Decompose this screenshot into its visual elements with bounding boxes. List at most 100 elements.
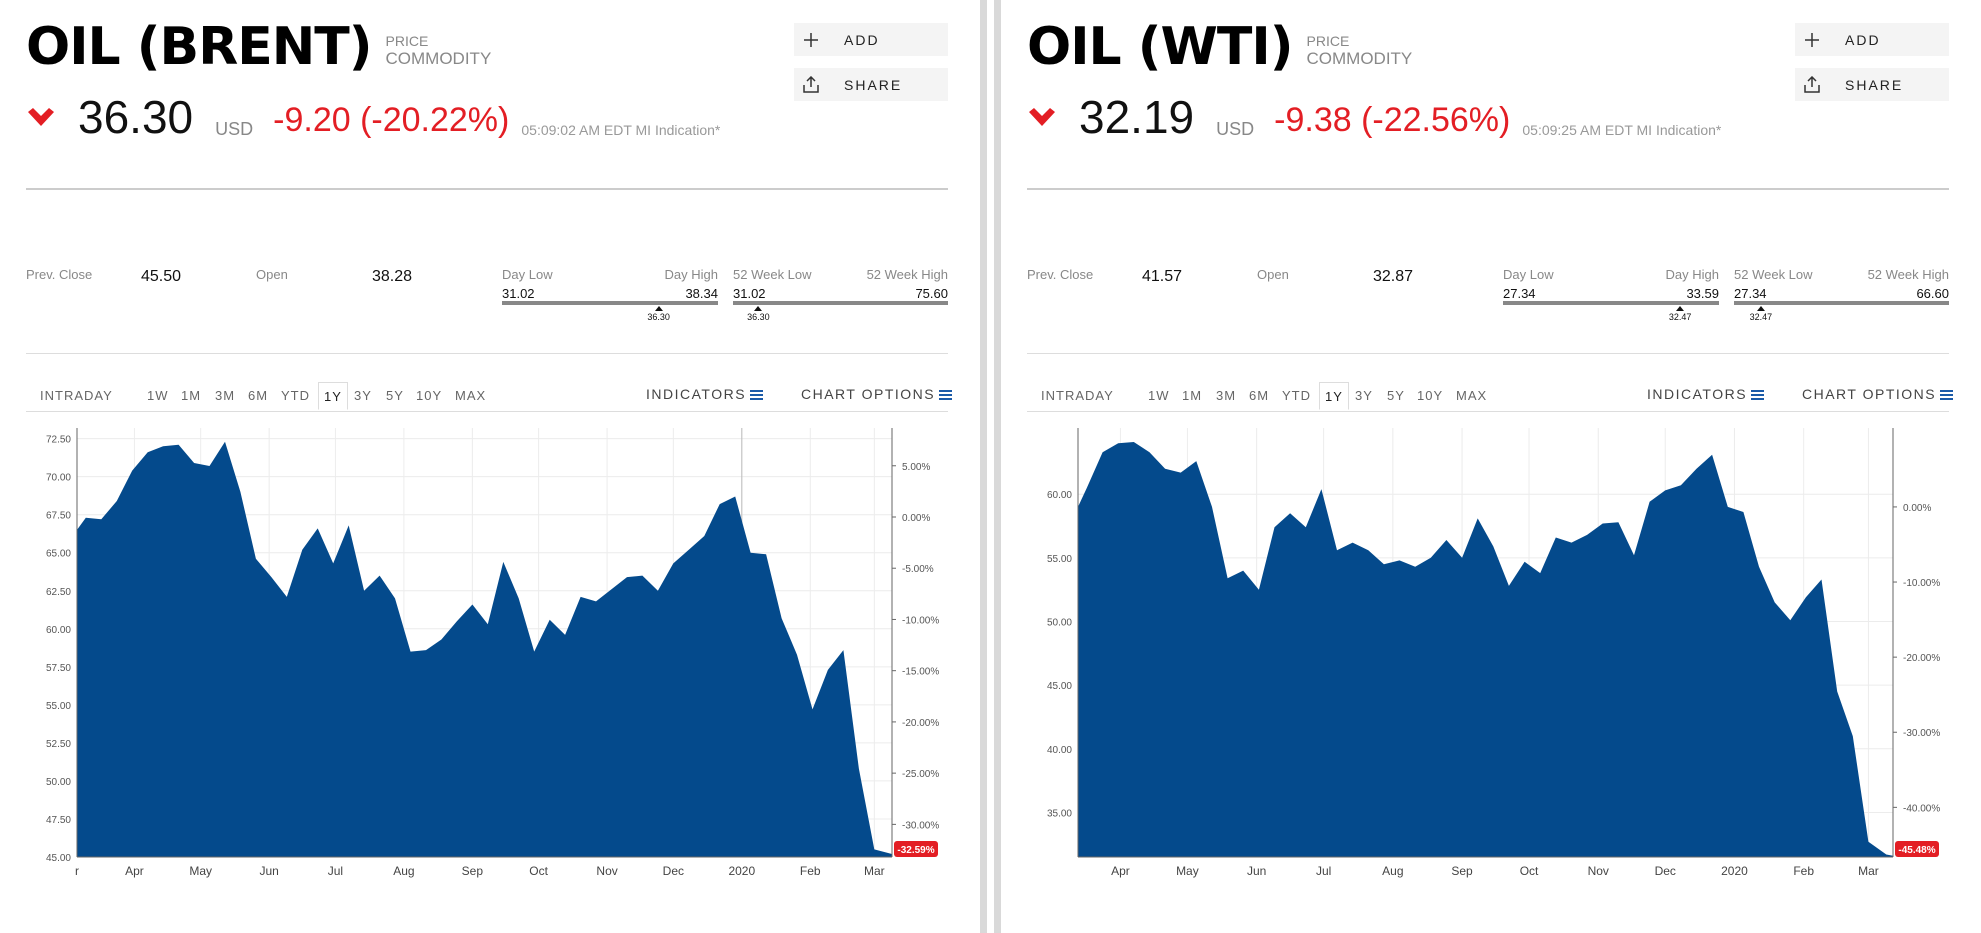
tab-intraday[interactable]: INTRADAY — [40, 388, 113, 403]
day-range-marker: 36.30 — [639, 306, 679, 322]
instrument-title: OIL (BRENT) — [26, 17, 373, 77]
chevron-down-icon — [28, 108, 54, 126]
tab-1w[interactable]: 1W — [1148, 388, 1170, 403]
share-button[interactable]: SHARE — [1795, 68, 1949, 101]
52wk-range-bar — [733, 301, 948, 305]
tab-1y[interactable]: 1Y — [1319, 382, 1349, 410]
indicators-button[interactable]: INDICATORS — [646, 386, 764, 402]
last-price: 32.19 — [1079, 91, 1195, 143]
x-tick-label: Sep — [1451, 864, 1473, 878]
y-tick-label: 65.00 — [46, 549, 71, 560]
x-tick-label: Apr — [1111, 864, 1130, 878]
52wk-low-value: 27.34 — [1734, 286, 1767, 301]
y-tick-label: 57.50 — [46, 663, 71, 674]
day-high-label: Day High — [664, 267, 718, 282]
menu-icon — [1940, 390, 1954, 401]
chevron-down-icon — [1029, 108, 1055, 126]
currency-label: USD — [1216, 119, 1255, 139]
tab-3y[interactable]: 3Y — [1355, 388, 1373, 403]
52wk-high-value: 75.60 — [915, 286, 948, 301]
52wk-range-marker: 32.47 — [1741, 306, 1781, 322]
tab-1m[interactable]: 1M — [181, 388, 202, 403]
title-category-label: COMMODITY — [385, 49, 492, 68]
y-tick-label: 62.50 — [46, 587, 71, 598]
tab-6m[interactable]: 6M — [248, 388, 269, 403]
share-icon — [1795, 76, 1829, 93]
pct-tick-label: -10.00% — [902, 615, 939, 626]
change-badge — [1895, 841, 1939, 857]
x-tick-label: Sep — [462, 864, 484, 878]
indicators-button[interactable]: INDICATORS — [1647, 386, 1765, 402]
last-price: 36.30 — [78, 91, 194, 143]
tab-1w[interactable]: 1W — [147, 388, 169, 403]
x-tick-label: Jul — [328, 864, 343, 878]
pct-tick-label: -25.00% — [902, 769, 939, 780]
y-tick-label: 72.50 — [46, 435, 71, 446]
pct-tick-label: -30.00% — [1903, 728, 1940, 739]
x-tick-label: r — [75, 864, 79, 878]
x-tick-label: Dec — [663, 864, 684, 878]
tab-10y[interactable]: 10Y — [1417, 388, 1444, 403]
price-change: -9.20 (-20.22%) — [273, 101, 510, 139]
tab-1m[interactable]: 1M — [1182, 388, 1203, 403]
stats-divider — [26, 353, 948, 354]
x-tick-label: Mar — [1858, 864, 1879, 878]
chart-options-button[interactable]: CHART OPTIONS — [1802, 386, 1954, 402]
52wk-low-label: 52 Week Low — [733, 267, 812, 282]
x-tick-label: Feb — [800, 864, 821, 878]
tab-max[interactable]: MAX — [1456, 388, 1488, 403]
tab-1y[interactable]: 1Y — [318, 382, 348, 410]
y-tick-label: 40.00 — [1047, 745, 1072, 756]
tab-3m[interactable]: 3M — [1216, 388, 1237, 403]
tab-6m[interactable]: 6M — [1249, 388, 1270, 403]
price-change: -9.38 (-22.56%) — [1274, 101, 1511, 139]
add-button-label: ADD — [1845, 31, 1881, 48]
share-button[interactable]: SHARE — [794, 68, 948, 101]
pct-tick-label: -5.00% — [902, 564, 934, 575]
x-tick-label: Oct — [1520, 864, 1539, 878]
tab-3m[interactable]: 3M — [215, 388, 236, 403]
quote-timestamp: 05:09:02 AM EDT MI Indication* — [521, 122, 721, 138]
quote-timestamp: 05:09:25 AM EDT MI Indication* — [1522, 122, 1722, 138]
pct-tick-label: -20.00% — [1903, 653, 1940, 664]
tab-3y[interactable]: 3Y — [354, 388, 372, 403]
share-button-label: SHARE — [1845, 76, 1904, 93]
tab-10y[interactable]: 10Y — [416, 388, 443, 403]
plus-icon — [1795, 32, 1829, 47]
y-tick-label: 60.00 — [46, 625, 71, 636]
tab-ytd[interactable]: YTD — [281, 388, 310, 403]
timeframe-tabs: INTRADAY 1W 1M 3M 6M YTD 1Y 3Y 5Y 10Y MA… — [1027, 382, 1954, 412]
y-tick-label: 45.00 — [46, 853, 71, 864]
day-range-bar — [502, 301, 718, 305]
share-icon — [794, 76, 828, 93]
x-tick-label: Jul — [1316, 864, 1331, 878]
x-tick-label: 2020 — [728, 864, 755, 878]
day-low-label: Day Low — [1503, 267, 1554, 282]
day-high-label: Day High — [1665, 267, 1719, 282]
52wk-range-marker: 36.30 — [738, 306, 778, 322]
y-tick-label: 47.50 — [46, 815, 71, 826]
x-tick-label: Nov — [596, 864, 617, 878]
day-low-value: 27.34 — [1503, 286, 1536, 301]
tab-5y[interactable]: 5Y — [386, 388, 404, 403]
52wk-high-label: 52 Week High — [1867, 267, 1949, 282]
share-button-label: SHARE — [844, 76, 903, 93]
day-low-label: Day Low — [502, 267, 553, 282]
52wk-high-value: 66.60 — [1916, 286, 1949, 301]
x-tick-label: Jun — [1247, 864, 1266, 878]
tab-intraday[interactable]: INTRADAY — [1041, 388, 1114, 403]
day-range-marker: 32.47 — [1660, 306, 1700, 322]
52wk-low-value: 31.02 — [733, 286, 766, 301]
tab-ytd[interactable]: YTD — [1282, 388, 1311, 403]
title-price-label: PRICE — [385, 33, 429, 49]
add-button[interactable]: ADD — [1795, 23, 1949, 56]
y-tick-label: 35.00 — [1047, 808, 1072, 819]
open-value: 38.28 — [372, 268, 413, 285]
add-button[interactable]: ADD — [794, 23, 948, 56]
x-tick-label: Aug — [1382, 864, 1403, 878]
chart-options-button[interactable]: CHART OPTIONS — [801, 386, 953, 402]
y-tick-label: 67.50 — [46, 511, 71, 522]
tab-5y[interactable]: 5Y — [1387, 388, 1405, 403]
timeframe-tabs: INTRADAY 1W 1M 3M 6M YTD 1Y 3Y 5Y 10Y MA… — [26, 382, 953, 412]
tab-max[interactable]: MAX — [455, 388, 487, 403]
